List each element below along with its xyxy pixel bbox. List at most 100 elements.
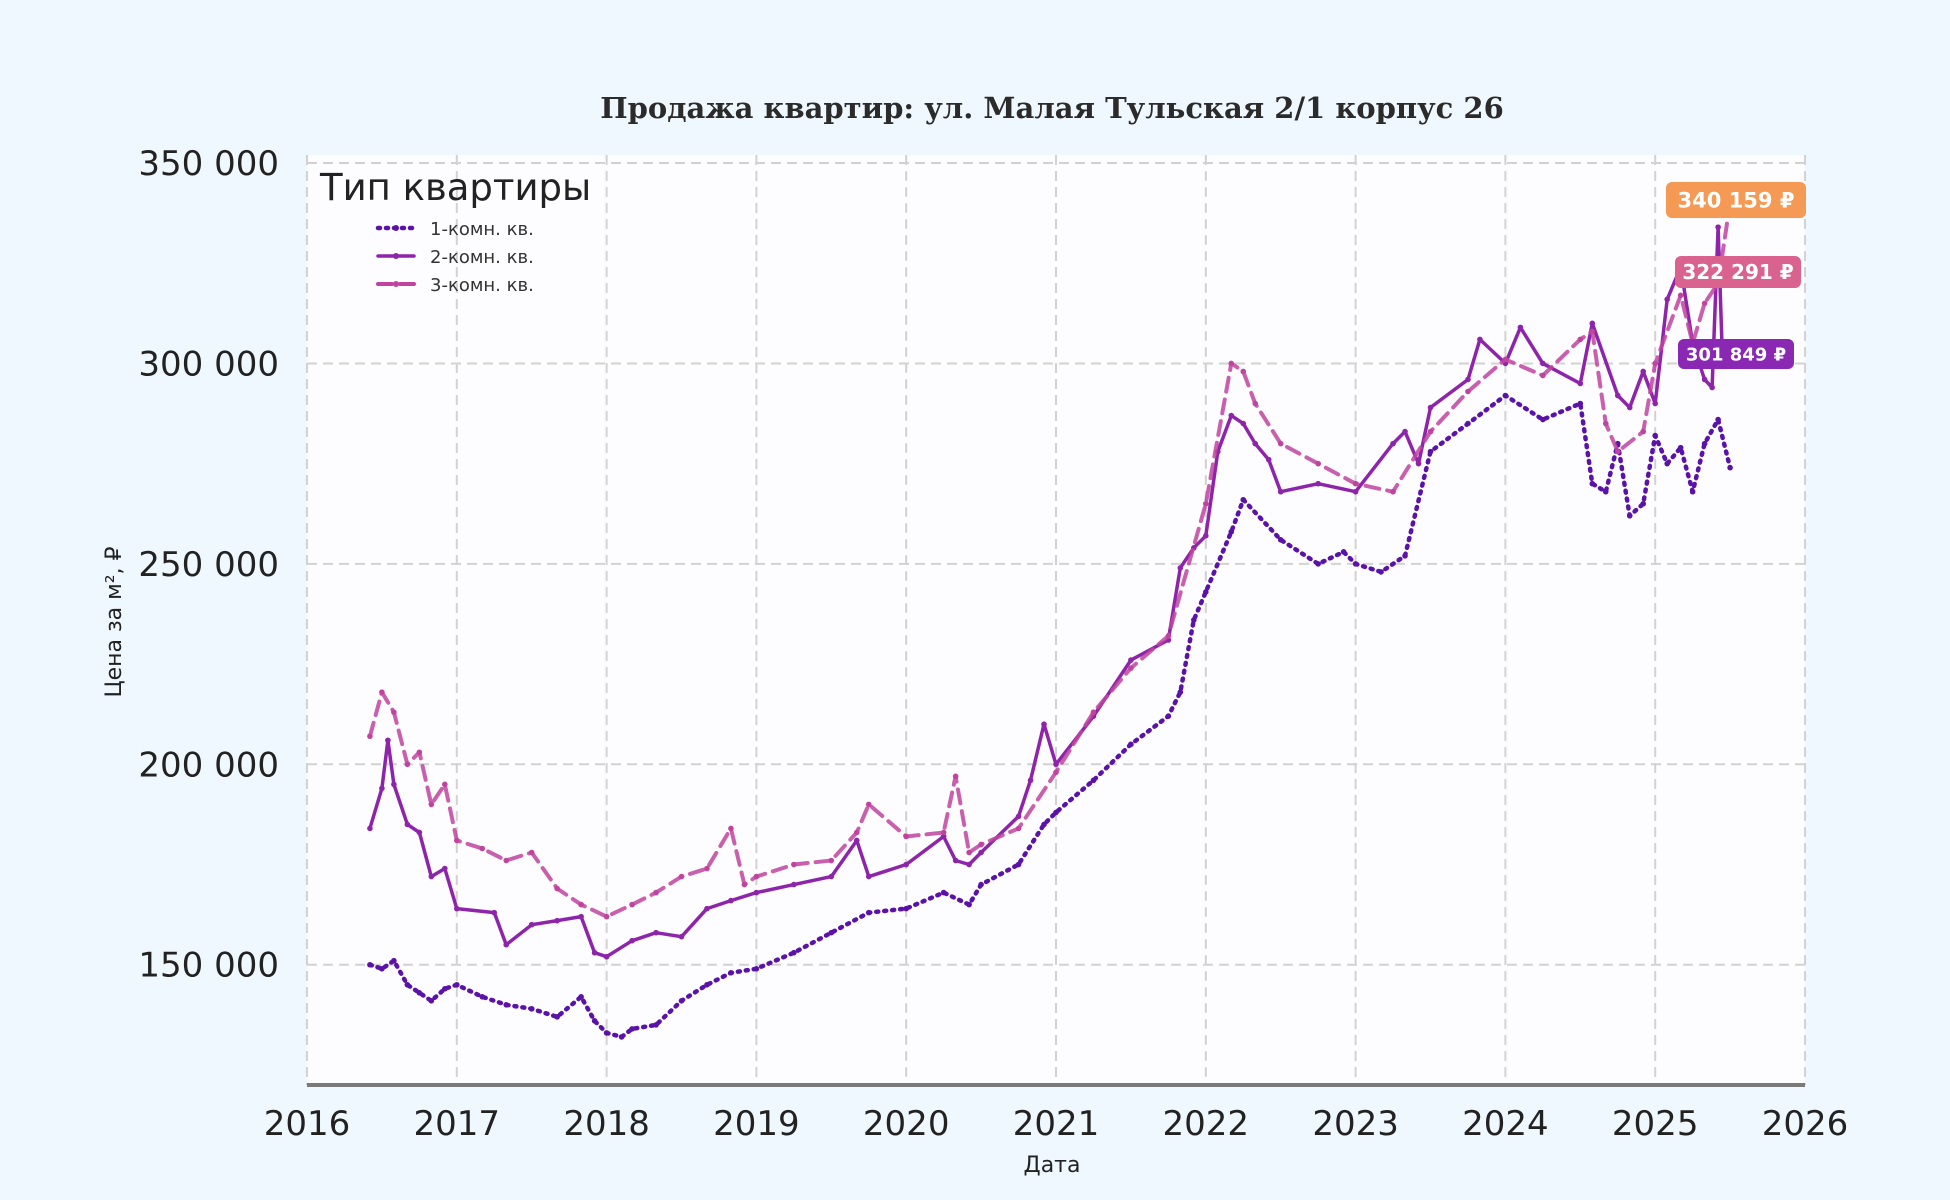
series-3-point bbox=[1640, 428, 1647, 435]
series-1-point bbox=[454, 981, 460, 988]
x-tick-label: 2019 bbox=[713, 1104, 800, 1144]
series-line-3 bbox=[367, 200, 1733, 919]
series-1-point bbox=[603, 1030, 610, 1036]
series-2-point bbox=[1390, 440, 1396, 447]
series-3-point bbox=[1203, 500, 1209, 507]
x-axis-label: Дата bbox=[1024, 1153, 1081, 1178]
end-label-badge bbox=[1675, 256, 1801, 288]
series-2-point bbox=[1128, 657, 1134, 663]
grid-lines bbox=[306, 155, 1806, 1085]
series-2-point bbox=[952, 857, 959, 864]
end-label-text: 301 849 ₽ bbox=[1686, 344, 1786, 365]
series-2-point bbox=[1041, 721, 1047, 728]
series-1-point bbox=[1240, 496, 1247, 503]
series-1-point bbox=[428, 998, 435, 1004]
series-1-point bbox=[1465, 420, 1471, 427]
series-2-point bbox=[728, 897, 734, 904]
series-1-point bbox=[1203, 589, 1209, 595]
series-3-point bbox=[379, 689, 385, 695]
series-1-point bbox=[1128, 741, 1134, 748]
series-3-point bbox=[1427, 428, 1434, 435]
end-label-text: 340 159 ₽ bbox=[1678, 189, 1795, 213]
series-1-point bbox=[416, 990, 423, 996]
series-3-point bbox=[1128, 665, 1134, 671]
series-1-point bbox=[1352, 561, 1359, 567]
series-3-point bbox=[704, 865, 710, 872]
series-3-point bbox=[741, 881, 748, 888]
y-axis-ticks: 150 000 200 000 250 000 300 000 350 000 bbox=[138, 144, 279, 986]
series-1-point bbox=[1191, 617, 1197, 623]
series-1-point bbox=[828, 929, 835, 936]
series-2-point bbox=[1265, 456, 1272, 463]
series-1-point bbox=[940, 889, 947, 896]
series-1-point bbox=[865, 909, 872, 916]
series-3-point bbox=[1701, 300, 1708, 307]
series-1-point bbox=[704, 981, 710, 988]
x-tick-label: 2026 bbox=[1762, 1104, 1849, 1144]
series-3-point bbox=[903, 833, 909, 840]
legend-marker bbox=[393, 281, 399, 287]
series-1-point bbox=[966, 901, 972, 908]
series-2-point bbox=[1277, 488, 1284, 495]
series-2-point bbox=[1203, 533, 1209, 539]
series-3-point bbox=[428, 801, 435, 808]
series-3-point bbox=[528, 849, 535, 856]
series-2-point bbox=[653, 929, 659, 936]
series-1-point bbox=[367, 961, 373, 968]
series-1-point bbox=[1689, 488, 1696, 495]
series-1-point bbox=[653, 1022, 659, 1028]
series-1-point bbox=[1589, 480, 1596, 487]
series-1-point bbox=[379, 965, 385, 972]
series-3-point bbox=[442, 781, 448, 788]
series-2-point bbox=[1652, 400, 1658, 407]
series-2-point bbox=[1252, 440, 1259, 447]
series-2-point bbox=[903, 861, 909, 868]
series-2-point bbox=[1228, 412, 1235, 419]
series-2-point bbox=[1053, 761, 1059, 768]
series-1-point bbox=[1277, 537, 1284, 543]
y-axis-label: Цена за м², ₽ bbox=[102, 546, 127, 697]
series-layer bbox=[367, 199, 1733, 1040]
legend-marker bbox=[393, 253, 399, 259]
series-2-point bbox=[491, 909, 498, 916]
series-2-point bbox=[591, 949, 598, 956]
series-2-point bbox=[828, 873, 835, 880]
series-2-point bbox=[1715, 224, 1721, 230]
x-tick-label: 2023 bbox=[1312, 1104, 1399, 1144]
series-1-point bbox=[1177, 689, 1184, 695]
series-2-point bbox=[416, 829, 423, 836]
series-1-point bbox=[629, 1026, 635, 1032]
series-3-point bbox=[1602, 420, 1609, 427]
series-3-point bbox=[416, 749, 423, 756]
series-2-point bbox=[1577, 380, 1584, 387]
series-3-point bbox=[603, 913, 610, 920]
series-3-point bbox=[404, 761, 411, 768]
y-tick-label: 200 000 bbox=[138, 745, 279, 785]
chart-title: Продажа квартир: ул. Малая Тульская 2/1 … bbox=[600, 91, 1504, 125]
end-label-text: 322 291 ₽ bbox=[1682, 260, 1793, 284]
series-3-point bbox=[853, 829, 860, 836]
series-1-point bbox=[1378, 569, 1384, 575]
series-3-point bbox=[1652, 360, 1658, 367]
x-tick-label: 2016 bbox=[264, 1104, 351, 1144]
series-2-point bbox=[704, 905, 710, 912]
series-3-point bbox=[1240, 368, 1247, 375]
series-2-point bbox=[454, 905, 460, 912]
series-2-point bbox=[1640, 368, 1647, 375]
y-tick-label: 350 000 bbox=[138, 144, 279, 184]
series-1-point bbox=[791, 949, 797, 956]
series-2-point bbox=[1709, 384, 1715, 391]
series-3-point bbox=[1577, 336, 1584, 343]
series-3-point bbox=[1252, 400, 1259, 407]
x-tick-label: 2020 bbox=[863, 1104, 950, 1144]
series-1-point bbox=[404, 981, 411, 988]
series-2-point bbox=[385, 737, 391, 744]
series-1-point bbox=[1315, 561, 1321, 567]
series-2-point bbox=[442, 865, 448, 872]
series-2-point bbox=[1402, 428, 1408, 435]
legend-marker bbox=[393, 225, 399, 231]
series-2-point bbox=[1465, 376, 1471, 383]
y-tick-label: 150 000 bbox=[138, 946, 279, 986]
series-1-point bbox=[1652, 432, 1658, 439]
series-3-point bbox=[791, 861, 797, 868]
